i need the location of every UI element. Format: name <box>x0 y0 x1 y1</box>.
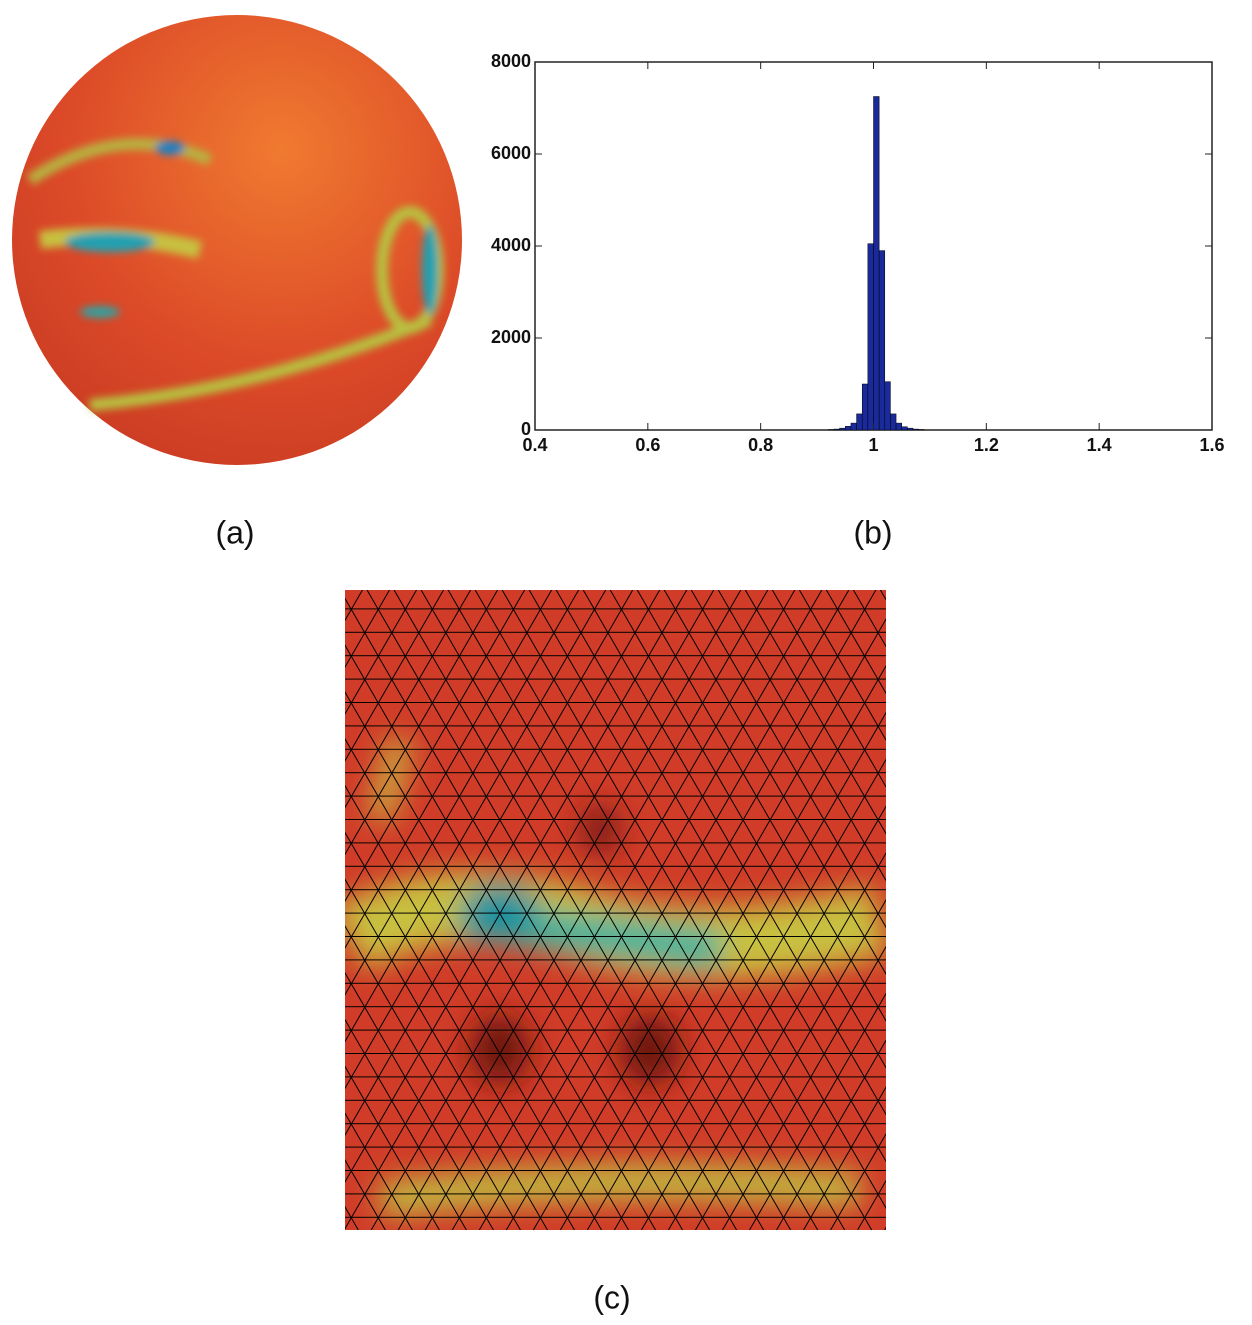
bar <box>833 428 840 431</box>
panel-label: (c) <box>593 1279 630 1315</box>
bar <box>839 427 846 431</box>
x-tick-label: 0.4 <box>522 435 547 455</box>
bar <box>912 428 919 431</box>
bar <box>850 422 857 431</box>
bar <box>861 383 869 431</box>
x-tick-label: 0.6 <box>635 435 660 455</box>
y-tick-label: 0 <box>521 419 531 439</box>
bar <box>873 96 880 431</box>
x-tick-label: 1.6 <box>1199 435 1224 455</box>
bar <box>867 243 874 431</box>
bar <box>890 413 897 431</box>
x-tick-label: 1.2 <box>974 435 999 455</box>
panel-label: (b) <box>853 514 892 550</box>
sphere-image <box>12 15 462 465</box>
y-tick-label: 6000 <box>491 143 531 163</box>
x-tick-label: 1 <box>868 435 878 455</box>
mesh-image <box>345 590 886 1230</box>
y-tick-label: 2000 <box>491 327 531 347</box>
bar <box>845 426 852 431</box>
bar <box>856 413 863 431</box>
x-tick-label: 1.4 <box>1087 435 1112 455</box>
y-tick-label: 8000 <box>491 51 531 71</box>
bar <box>907 427 914 431</box>
bar <box>884 381 891 431</box>
y-tick-label: 4000 <box>491 235 531 255</box>
x-tick-label: 0.8 <box>748 435 773 455</box>
panel-label: (a) <box>215 514 254 550</box>
bar <box>878 250 886 431</box>
bar <box>895 422 902 431</box>
bar <box>901 426 908 431</box>
